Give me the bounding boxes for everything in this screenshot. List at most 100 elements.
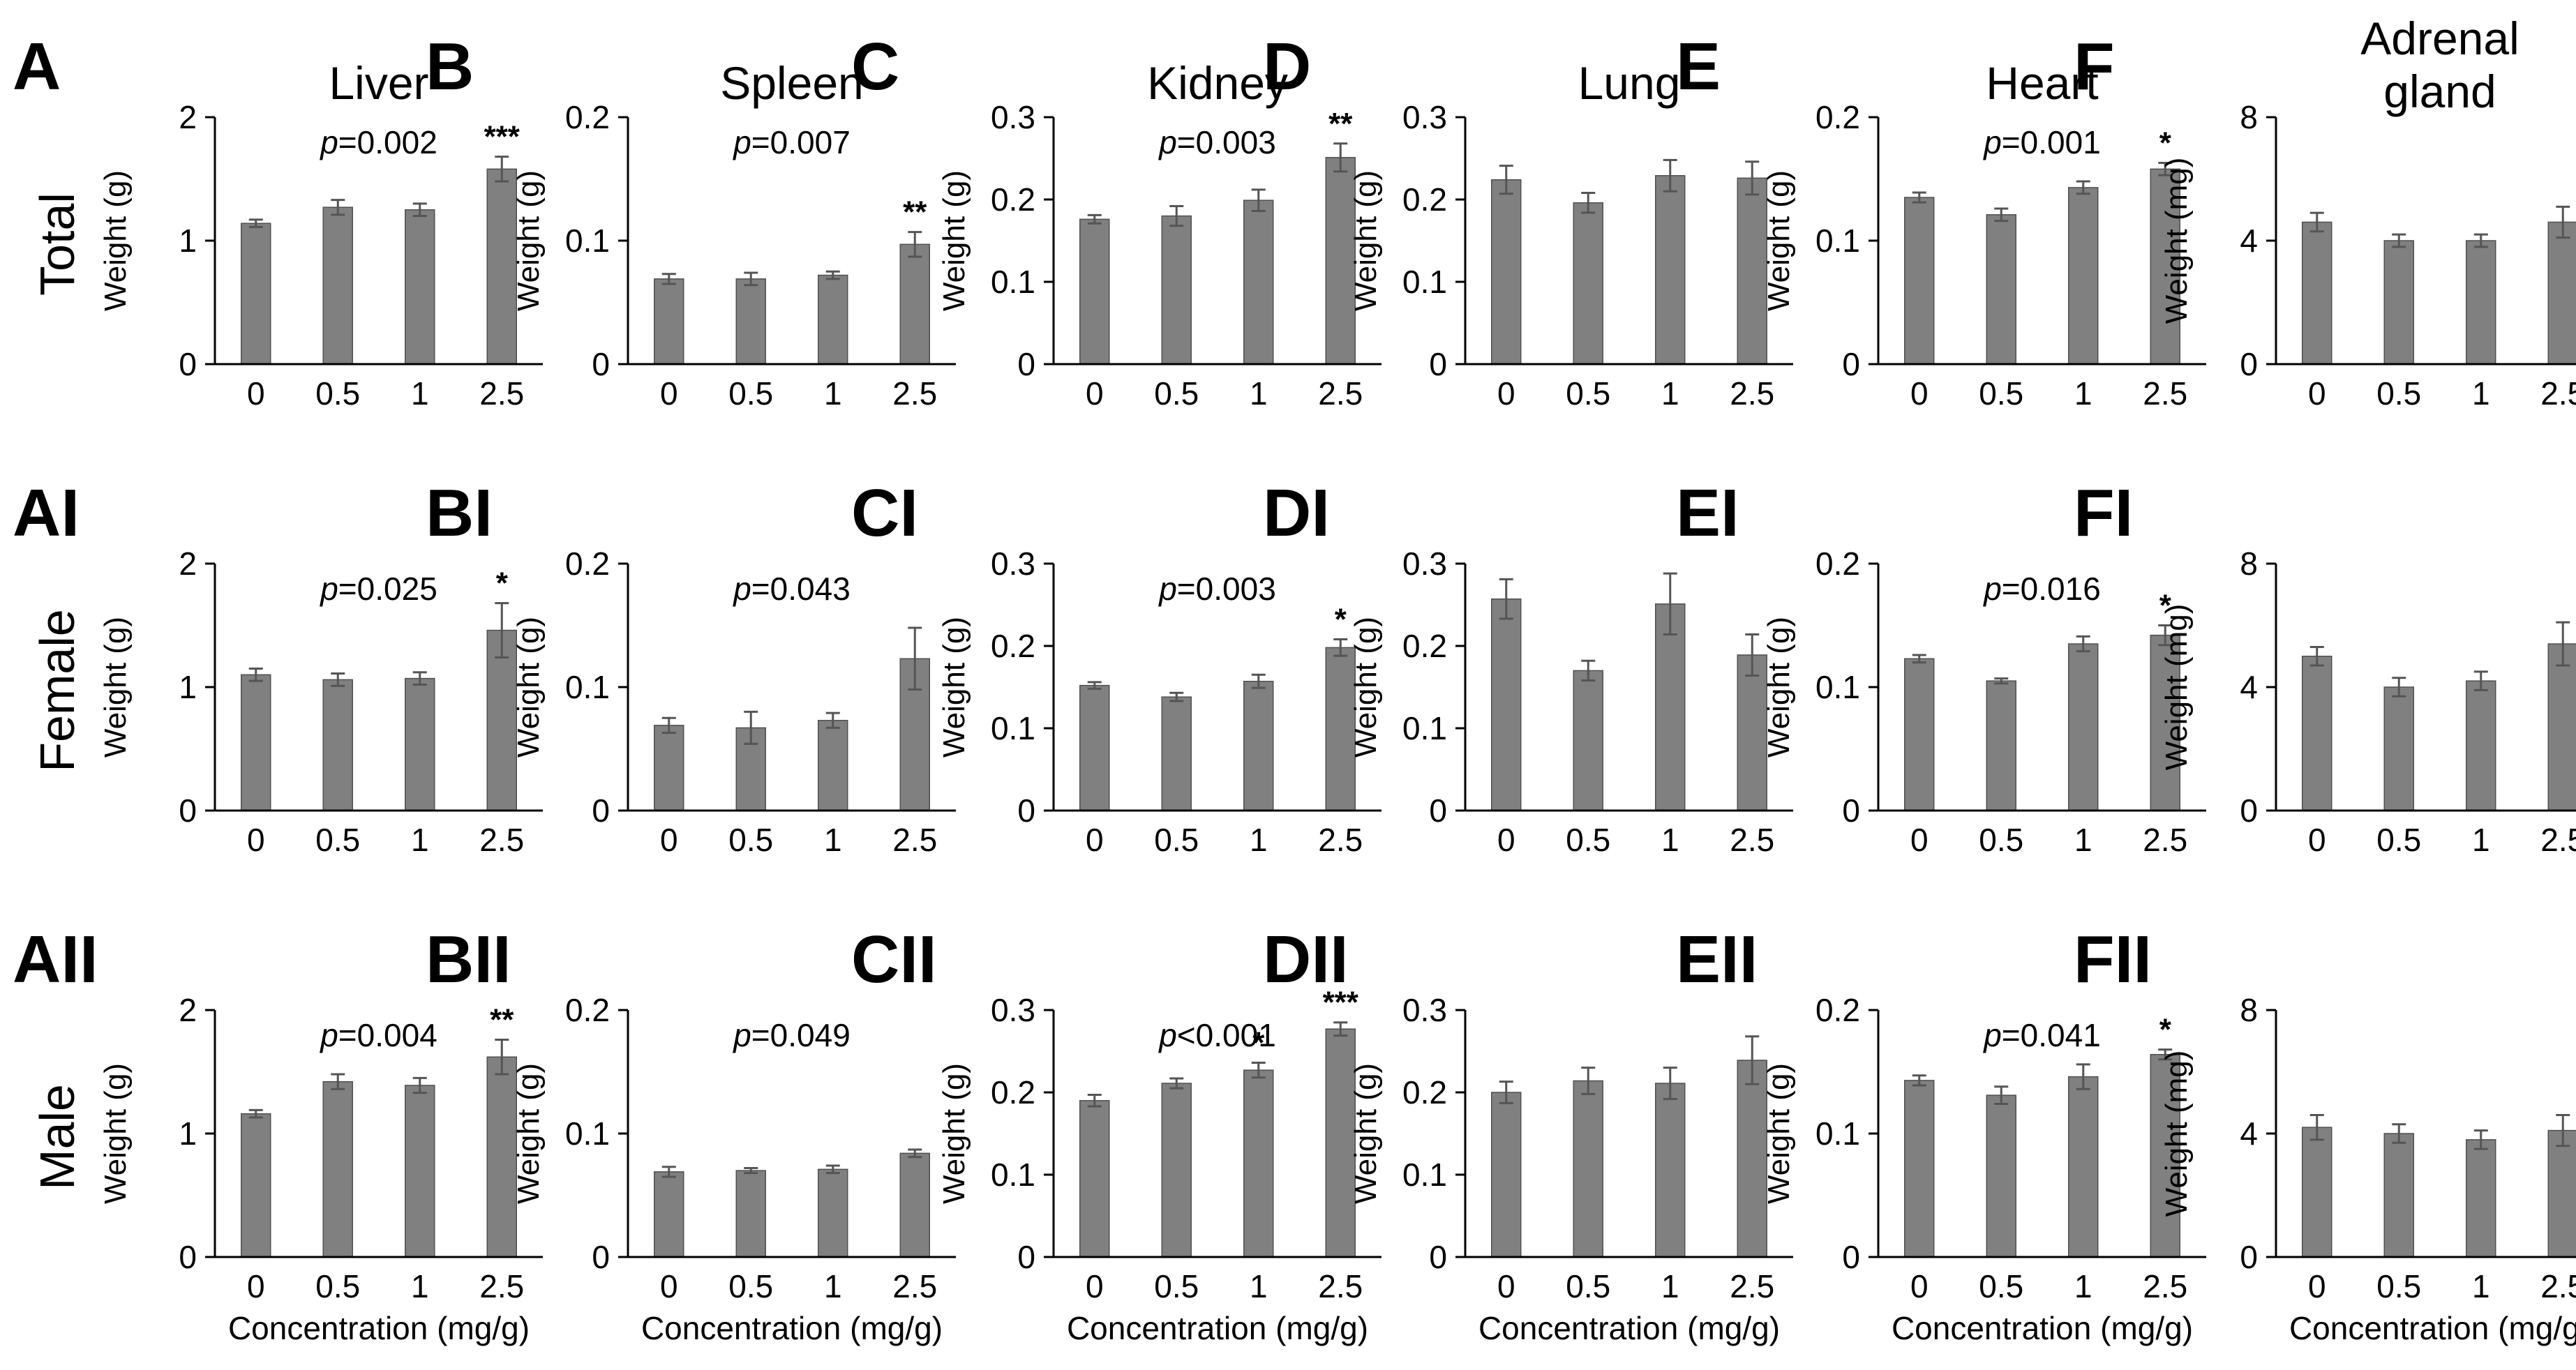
- bar-a-0: [241, 223, 271, 365]
- y-tick-label-eii: 0.2: [1815, 992, 1860, 1028]
- y-tick-label-eii: 0.1: [1815, 1115, 1860, 1152]
- x-tick-label-fi-1: 0.5: [2376, 822, 2421, 858]
- p-symbol-cii: p: [1158, 1017, 1177, 1053]
- y-axis-label-c: Weight (g): [937, 170, 971, 311]
- x-tick-label-aii-2: 1: [411, 1268, 429, 1304]
- x-tick-label-di-0: 0: [1497, 822, 1515, 858]
- panel-bi: BI 0 0.1 0.2 Weight (g) 0 0.5 1 2.5 p=0.043: [426, 476, 956, 858]
- significance-star-ai-3: *: [496, 566, 509, 601]
- x-tick-label-eii-1: 0.5: [1979, 1268, 2023, 1304]
- x-tick-label-e-3: 2.5: [2143, 375, 2187, 412]
- bar-ci-1: [1161, 696, 1192, 811]
- panel-label-ei: EI: [1676, 476, 1739, 550]
- y-tick-label-aii: 1: [179, 1115, 197, 1152]
- chart-title-d: Lung: [1578, 57, 1681, 109]
- row-label-female: Female: [30, 609, 84, 771]
- bar-b-2: [818, 274, 848, 365]
- panel-label-ci: CI: [851, 476, 918, 550]
- y-tick-label-f: 4: [2240, 223, 2258, 259]
- x-tick-label-ai-3: 2.5: [479, 822, 524, 858]
- x-tick-label-dii-1: 0.5: [1566, 1268, 1610, 1304]
- bar-a-1: [322, 206, 353, 365]
- x-tick-label-dii-2: 1: [1661, 1268, 1679, 1304]
- p-value-text-bi: =0.043: [751, 571, 851, 607]
- bar-ci-2: [1243, 680, 1274, 811]
- x-axis-label-cii: Concentration (mg/g): [1067, 1310, 1368, 1346]
- x-tick-label-e-2: 1: [2074, 375, 2092, 412]
- y-tick-label-f: 0: [2240, 346, 2258, 382]
- p-value-text-b: =0.007: [751, 124, 851, 160]
- x-tick-label-cii-2: 1: [1250, 1268, 1268, 1304]
- x-tick-label-a-2: 1: [411, 375, 429, 412]
- x-tick-label-aii-3: 2.5: [479, 1268, 524, 1304]
- y-tick-label-c: 0.2: [991, 181, 1035, 218]
- x-tick-label-d-1: 0.5: [1566, 375, 1610, 412]
- x-tick-label-b-0: 0: [660, 375, 678, 412]
- p-symbol-aii: p: [319, 1017, 338, 1053]
- panel-label-di: DI: [1263, 476, 1330, 550]
- x-tick-label-dii-0: 0: [1497, 1268, 1515, 1304]
- p-symbol-bii: p: [732, 1017, 751, 1053]
- x-tick-label-ei-0: 0: [1910, 822, 1929, 858]
- x-tick-label-fii-0: 0: [2308, 1268, 2326, 1304]
- y-tick-label-bii: 0.1: [565, 1115, 610, 1152]
- x-tick-label-a-3: 2.5: [479, 375, 524, 412]
- bar-ai-2: [405, 677, 435, 811]
- y-tick-label-b: 0.1: [565, 223, 610, 259]
- p-value-text-bii: =0.049: [751, 1017, 851, 1053]
- y-tick-label-a: 0: [179, 346, 197, 382]
- bar-bi-0: [654, 725, 684, 811]
- significance-star-eii-3: *: [2159, 1013, 2172, 1047]
- x-tick-label-ci-3: 2.5: [1318, 822, 1363, 858]
- x-tick-label-a-0: 0: [247, 375, 265, 412]
- bar-c-2: [1243, 200, 1274, 365]
- x-tick-label-cii-3: 2.5: [1318, 1268, 1363, 1304]
- y-tick-label-ci: 0.3: [991, 545, 1035, 582]
- x-tick-label-e-0: 0: [1910, 375, 1929, 412]
- y-tick-label-ai: 2: [179, 545, 197, 582]
- y-axis-label-fii: Weight (mg): [2159, 1051, 2194, 1217]
- chart-title-b: Spleen: [720, 57, 864, 109]
- chart-title-line-f: gland: [2383, 66, 2496, 117]
- bar-ei-1: [1986, 680, 2016, 811]
- p-value-text-a: =0.002: [338, 124, 437, 160]
- y-tick-label-ci: 0.2: [991, 628, 1035, 664]
- bar-aii-1: [322, 1081, 353, 1258]
- bar-aii-3: [486, 1056, 517, 1258]
- bar-dii-2: [1655, 1083, 1686, 1258]
- bar-ci-0: [1079, 684, 1110, 811]
- significance-star-cii-2: *: [1252, 1026, 1265, 1060]
- x-tick-label-ei-3: 2.5: [2143, 822, 2187, 858]
- y-tick-label-bi: 0.2: [565, 545, 610, 582]
- chart-title-e: Heart: [1986, 57, 2098, 109]
- y-axis-label-fi: Weight (mg): [2159, 604, 2194, 771]
- bar-d-1: [1573, 202, 1603, 365]
- x-tick-label-fii-3: 2.5: [2540, 1268, 2576, 1304]
- y-tick-label-a: 1: [179, 223, 197, 259]
- x-tick-label-di-3: 2.5: [1730, 822, 1774, 858]
- p-value-text-eii: =0.041: [2002, 1017, 2101, 1053]
- y-tick-label-e: 0.2: [1815, 99, 1860, 135]
- bar-eii-2: [2068, 1076, 2099, 1258]
- x-tick-label-ai-0: 0: [247, 822, 265, 858]
- bar-ai-3: [486, 629, 517, 811]
- x-tick-label-bii-3: 2.5: [892, 1268, 937, 1304]
- y-tick-label-b: 0: [592, 346, 610, 382]
- panel-eii: EII 0 0.1 0.2 Weight (g) 0 0.5 1 * 2.5 p=0.041 Conc…: [1676, 922, 2206, 1346]
- p-symbol-a: p: [319, 124, 338, 160]
- y-tick-label-b: 0.2: [565, 99, 610, 135]
- chart-title-a: Liver: [329, 57, 428, 109]
- y-axis-label-di: Weight (g): [1349, 617, 1383, 758]
- y-tick-label-cii: 0.2: [991, 1074, 1035, 1111]
- x-axis-label-dii: Concentration (mg/g): [1478, 1310, 1780, 1346]
- panel-ci: CI 0 0.1 0.2 0.3 Weight (g) 0 0.5 1 * 2.5 p=0.003: [851, 476, 1381, 858]
- bar-cii-3: [1325, 1028, 1356, 1258]
- y-axis-label-eii: Weight (g): [1762, 1063, 1796, 1204]
- bar-fii-0: [2302, 1127, 2332, 1258]
- panel-d: D Lung 0 0.1 0.2 0.3 Weight (g) 0 0.5 1 2.5: [1263, 29, 1793, 412]
- x-tick-label-ei-1: 0.5: [1979, 822, 2023, 858]
- bar-eii-0: [1904, 1080, 1935, 1258]
- x-tick-label-bii-1: 0.5: [728, 1268, 773, 1304]
- bar-cii-2: [1243, 1069, 1274, 1258]
